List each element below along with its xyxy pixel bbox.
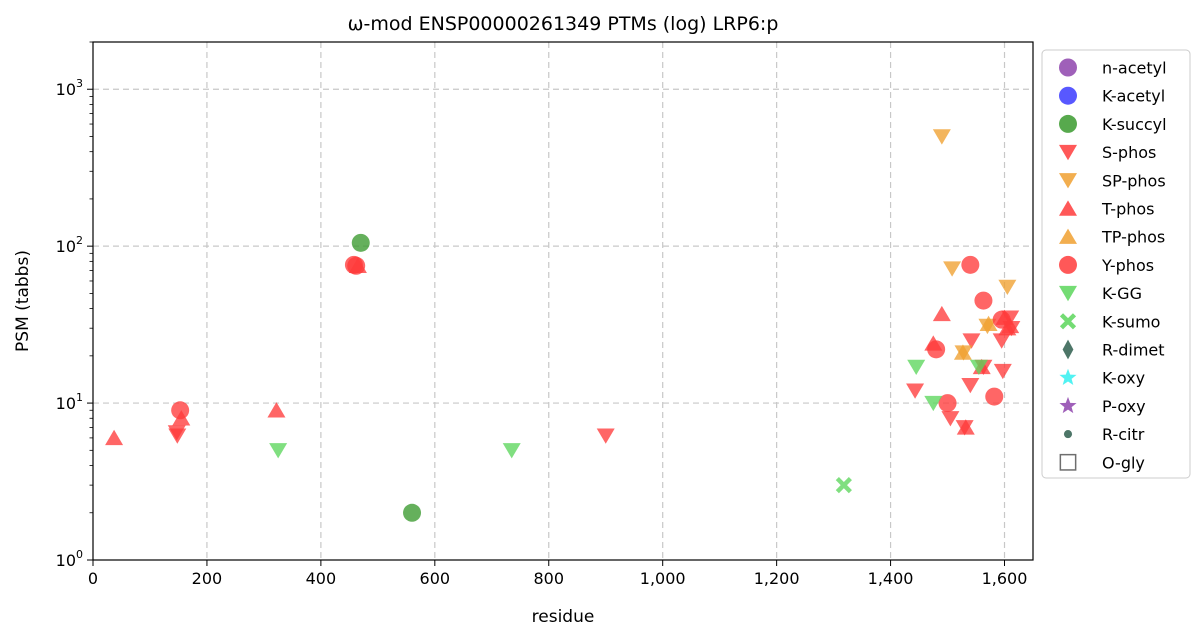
x-tick-label: 200 <box>192 569 223 588</box>
x-tick-label: 1,000 <box>640 569 686 588</box>
x-tick-label: 1,200 <box>754 569 800 588</box>
legend-label: K-sumo <box>1102 312 1160 331</box>
data-point-Y-phos <box>347 256 366 275</box>
data-point-Y-phos <box>961 255 980 274</box>
legend-marker-K-succyl <box>1059 114 1077 133</box>
legend-label: K-oxy <box>1102 369 1145 388</box>
x-tick-label: 1,600 <box>982 569 1028 588</box>
legend-marker-R-dimet <box>1062 339 1074 360</box>
y-tick-label-exponent: 1 <box>76 391 83 404</box>
legend-label: K-GG <box>1102 284 1142 303</box>
x-axis-title: residue <box>532 607 595 627</box>
legend-marker-n-acetyl <box>1059 58 1077 77</box>
data-point-Y-phos <box>171 401 190 420</box>
data-points <box>105 129 1021 522</box>
y-tick-label: 100 <box>56 548 83 570</box>
legend-label: R-dimet <box>1102 341 1165 360</box>
grid-lines <box>93 42 1033 560</box>
y-tick-label-base: 10 <box>56 394 76 413</box>
legend-marker-S-phos <box>1059 144 1077 161</box>
legend-marker-K-sumo <box>1059 313 1077 330</box>
x-tick-label: 1,400 <box>868 569 914 588</box>
data-point-K-GG <box>924 395 943 412</box>
data-point-Y-phos <box>938 394 957 413</box>
chart-title: ω-mod ENSP00000261349 PTMs (log) LRP6:p <box>348 13 779 35</box>
data-point-S-phos <box>993 363 1012 380</box>
legend-label: K-succyl <box>1102 115 1167 134</box>
legend-marker-O-gly <box>1059 453 1077 471</box>
data-point-T-phos <box>105 429 124 446</box>
legend-marker-T-phos <box>1059 200 1077 216</box>
data-point-SP-phos <box>998 279 1017 296</box>
legend-label: T-phos <box>1101 200 1155 219</box>
data-point-S-phos <box>962 333 981 349</box>
legend-marker-P-oxy <box>1059 396 1077 414</box>
data-point-SP-phos <box>932 129 951 145</box>
data-point-K-GG <box>502 443 521 459</box>
data-point-Y-phos <box>927 340 946 359</box>
y-tick-label-exponent: 0 <box>76 548 83 561</box>
data-point-TP-phos <box>953 344 972 360</box>
data-point-T-phos <box>267 402 286 418</box>
y-tick-label-exponent: 3 <box>76 77 83 90</box>
y-tick-label: 103 <box>56 77 83 99</box>
legend-label: S-phos <box>1102 143 1156 162</box>
data-point-T-phos <box>956 419 975 435</box>
data-point-SP-phos <box>943 261 962 277</box>
data-point-S-phos <box>992 333 1011 349</box>
data-point-S-phos <box>168 428 187 444</box>
legend-marker-K-GG <box>1059 285 1077 302</box>
x-tick-label: 600 <box>420 569 451 588</box>
legend-marker-Y-phos <box>1059 255 1077 274</box>
y-tick-label-base: 10 <box>56 80 76 99</box>
legend-label: O-gly <box>1102 453 1145 472</box>
legend-label: Y-phos <box>1101 256 1154 275</box>
data-point-K-GG <box>269 443 288 459</box>
y-tick-label-base: 10 <box>56 551 76 570</box>
plot-frame <box>92 41 1034 561</box>
data-point-K-GG <box>969 359 988 376</box>
x-tick-label: 0 <box>88 569 98 588</box>
legend-frame <box>1041 49 1191 479</box>
data-point-K-succyl <box>351 233 370 252</box>
legend-marker-R-citr <box>1063 430 1073 439</box>
data-point-S-phos <box>906 383 925 399</box>
legend-label: R-citr <box>1102 425 1145 444</box>
legend-marker-TP-phos <box>1059 228 1077 244</box>
legend-marker-SP-phos <box>1059 173 1077 189</box>
data-point-T-phos <box>932 305 951 322</box>
data-point-K-GG <box>907 359 926 376</box>
x-tick-label: 400 <box>306 569 337 588</box>
legend-label: n-acetyl <box>1102 59 1167 78</box>
y-tick-label-exponent: 2 <box>76 234 83 247</box>
data-point-Y-phos <box>992 310 1011 329</box>
data-point-Y-phos <box>974 291 993 310</box>
legend-label: TP-phos <box>1101 228 1165 247</box>
y-tick-label-base: 10 <box>56 237 76 256</box>
y-tick-label: 101 <box>56 391 83 413</box>
data-point-TP-phos <box>979 315 998 332</box>
y-tick-label: 102 <box>56 234 83 256</box>
data-point-T-phos <box>1001 317 1020 334</box>
y-axis-title: PSM (tabbs) <box>13 250 33 352</box>
data-point-K-sumo <box>835 477 852 494</box>
legend-label: K-acetyl <box>1102 87 1165 106</box>
data-point-S-phos <box>961 377 980 394</box>
data-point-K-succyl <box>403 503 422 522</box>
legend-label: P-oxy <box>1102 397 1146 416</box>
data-point-Y-phos <box>985 387 1004 406</box>
legend: n-acetyl K-acetyl K-succyl S-phos SP-phos T-p… <box>1041 49 1191 479</box>
x-axis: 0 200 400 600 800 1,000 1,200 1,400 1,600 <box>88 560 1028 588</box>
data-point-S-phos <box>941 411 960 427</box>
legend-marker-K-acetyl <box>1059 86 1077 105</box>
data-point-S-phos <box>596 428 615 444</box>
legend-label: SP-phos <box>1102 171 1166 190</box>
x-tick-label: 800 <box>533 569 564 588</box>
legend-marker-K-oxy <box>1059 368 1077 385</box>
